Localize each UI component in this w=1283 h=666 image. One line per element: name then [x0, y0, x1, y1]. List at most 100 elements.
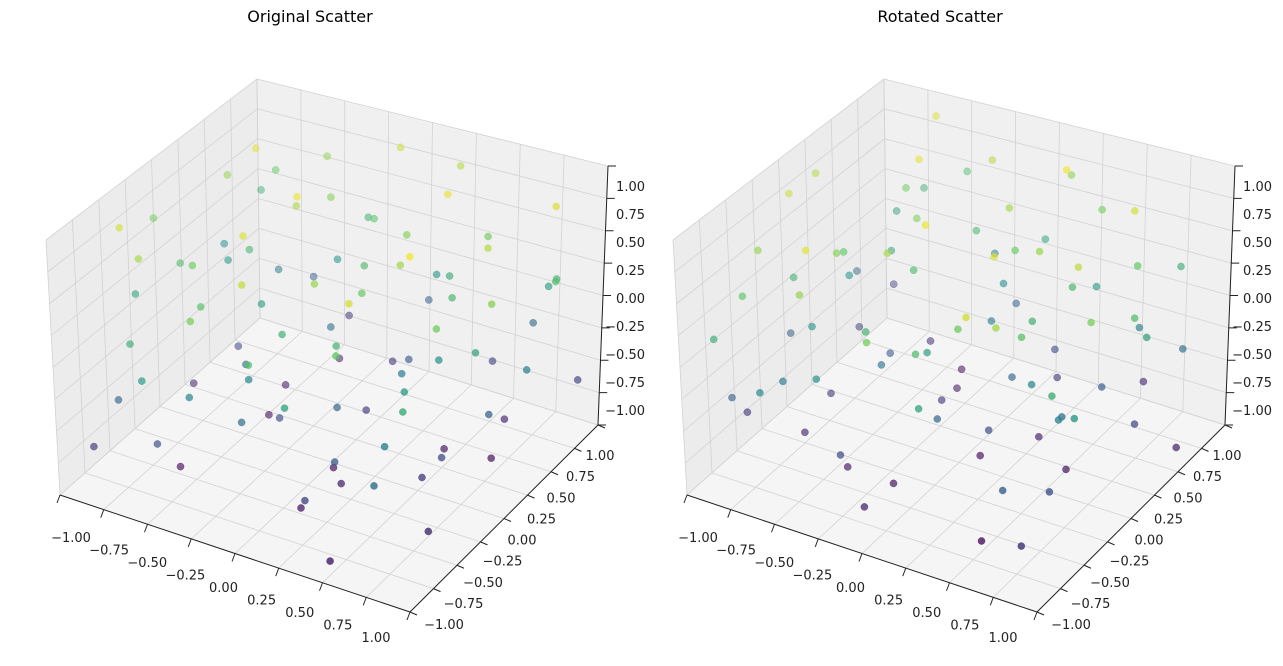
- plot-rotated[interactable]: −1.00−1.00−1.00−0.75−0.75−0.75−0.50−0.50…: [672, 78, 1272, 646]
- gridline-left-z: [45, 78, 258, 241]
- data-point: [1135, 323, 1144, 332]
- x-tick-label: −1.00: [678, 531, 718, 546]
- z-tick-label: −1.00: [1232, 404, 1272, 419]
- gridline-back-z: [258, 168, 605, 264]
- data-point: [999, 279, 1008, 288]
- data-point: [1054, 416, 1063, 424]
- data-point: [186, 317, 195, 326]
- data-point: [281, 381, 290, 389]
- chart-title-rotated: Rotated Scatter: [877, 7, 1003, 26]
- data-point: [337, 479, 346, 488]
- data-point: [333, 403, 341, 412]
- x-tick-mark: [1033, 611, 1038, 621]
- data-point: [1068, 283, 1077, 292]
- data-point: [326, 323, 335, 331]
- y-tick-label: −1.00: [1051, 618, 1091, 633]
- y-tick-label: 0.25: [527, 512, 556, 527]
- y-tick-mark: [1130, 518, 1139, 522]
- data-point: [257, 300, 266, 308]
- data-point: [1133, 262, 1142, 270]
- data-point: [484, 232, 492, 241]
- y-tick-mark: [597, 424, 606, 429]
- gridline-back-z: [257, 108, 607, 199]
- data-point: [323, 152, 331, 161]
- gridline-back-x: [470, 133, 477, 385]
- gridline-floor-x: [949, 397, 1141, 584]
- data-point: [396, 261, 405, 270]
- y-tick-label: −1.00: [424, 618, 464, 633]
- data-point: [432, 325, 441, 333]
- data-point: [271, 166, 280, 174]
- data-point: [432, 270, 441, 279]
- y-tick-mark: [1060, 588, 1068, 593]
- data-point: [185, 393, 194, 402]
- data-point: [149, 214, 158, 222]
- x-tick-label: −0.50: [754, 556, 794, 571]
- y-tick-label: 0.00: [508, 534, 537, 549]
- data-point: [1097, 383, 1106, 391]
- data-point: [962, 313, 970, 322]
- data-point: [397, 369, 406, 378]
- data-point: [1027, 380, 1036, 389]
- gridline-floor-x: [322, 397, 514, 584]
- data-point: [275, 414, 284, 422]
- data-point: [301, 496, 309, 505]
- y-tick-label: 0.00: [1135, 534, 1164, 549]
- gridline-floor-x: [905, 384, 1099, 569]
- data-point: [1178, 345, 1187, 353]
- data-point: [370, 214, 378, 223]
- x-tick-mark: [814, 538, 819, 548]
- data-point: [327, 193, 335, 202]
- data-point: [933, 415, 942, 423]
- data-point: [1130, 314, 1139, 323]
- data-point: [440, 444, 448, 453]
- data-point: [911, 350, 920, 359]
- x-tick-label: −0.75: [89, 544, 129, 559]
- data-point: [220, 239, 229, 248]
- gridline-left-z: [676, 138, 885, 305]
- data-point: [487, 454, 496, 463]
- data-point: [278, 330, 286, 339]
- z-tick-label: 1.00: [1243, 180, 1272, 195]
- data-point: [131, 290, 140, 298]
- chart-title-original: Original Scatter: [247, 7, 373, 26]
- gridline-floor-y: [861, 339, 1202, 449]
- data-point: [552, 202, 561, 211]
- z-tick-label: −0.75: [1232, 376, 1272, 391]
- data-point: [244, 361, 253, 370]
- data-point: [932, 112, 940, 120]
- data-point: [529, 318, 538, 327]
- gridline-floor-x: [278, 384, 472, 569]
- x-tick-mark: [683, 494, 688, 504]
- data-point: [551, 277, 560, 286]
- data-point: [801, 246, 810, 255]
- gridline-floor-x: [992, 411, 1184, 598]
- data-point: [756, 388, 764, 397]
- y-tick-label: 0.75: [1193, 470, 1222, 485]
- gridline-left-y: [830, 119, 838, 363]
- data-point: [90, 442, 98, 451]
- x-tick-label: 0.75: [950, 619, 979, 634]
- z-tick-label: 0.75: [1243, 208, 1272, 223]
- y-tick-mark: [1154, 494, 1162, 499]
- y-tick-mark: [409, 611, 418, 616]
- gridline-back-z: [885, 198, 1231, 296]
- data-point: [839, 248, 848, 256]
- data-point: [1098, 205, 1107, 214]
- data-point: [280, 404, 289, 413]
- z-tick-label: 0.25: [616, 264, 645, 279]
- y-tick-mark: [1036, 611, 1045, 616]
- data-point: [1139, 377, 1148, 386]
- data-point: [224, 256, 232, 264]
- y-tick-mark: [1107, 541, 1115, 546]
- data-point: [362, 406, 371, 414]
- data-point: [251, 144, 260, 153]
- data-point: [297, 504, 305, 512]
- y-tick-label: −0.50: [1090, 576, 1130, 591]
- x-tick-mark: [144, 524, 148, 533]
- data-point: [471, 348, 480, 357]
- y-tick-label: −0.75: [1071, 597, 1111, 612]
- z-tick-label: −0.50: [1232, 348, 1272, 363]
- data-point: [223, 171, 232, 179]
